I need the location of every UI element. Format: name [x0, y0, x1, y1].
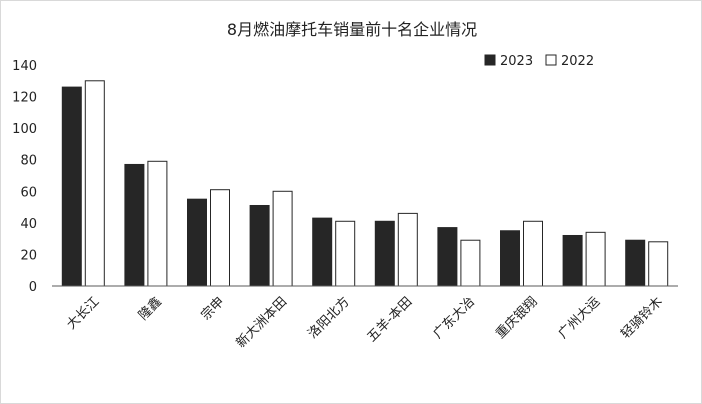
legend-label-2022: 2022 [561, 54, 594, 69]
y-tick-label: 40 [20, 217, 37, 232]
legend-swatch-2023 [484, 54, 496, 66]
bar-2023-7 [500, 230, 520, 287]
x-tick-label: 隆鑫 [135, 294, 165, 324]
y-axis: 0 20 40 60 80 100 120 140 [12, 59, 37, 295]
y-tick-label: 120 [12, 91, 37, 106]
y-tick-label: 80 [20, 154, 37, 169]
y-tick-label: 0 [29, 280, 37, 295]
legend: 2023 2022 [484, 54, 594, 69]
bar-2022-2 [210, 189, 230, 287]
bars [61, 80, 669, 287]
bar-2023-3 [249, 204, 270, 287]
x-tick-label: 轻骑铃木 [618, 294, 665, 341]
x-tick-label: 新大洲本田 [233, 294, 290, 351]
bar-2022-6 [460, 239, 481, 287]
bar-2022-1 [147, 160, 168, 287]
bar-2023-9 [625, 239, 646, 287]
bar-2022-3 [272, 190, 293, 287]
bar-2023-0 [61, 86, 82, 287]
bar-2023-6 [437, 227, 458, 287]
x-tick-label: 广东大冶 [431, 294, 478, 341]
x-tick-label: 广州大运 [556, 294, 603, 341]
x-tick-label: 大长江 [64, 294, 102, 332]
bar-2023-8 [562, 234, 583, 287]
x-tick-label: 五羊-本田 [364, 294, 415, 345]
bar-2022-8 [585, 231, 606, 287]
chart-title: 8月燃油摩托车销量前十名企业情况 [227, 20, 477, 39]
legend-swatch-2022 [545, 54, 557, 66]
bar-2023-1 [124, 163, 145, 287]
bar-2022-0 [84, 80, 105, 287]
y-tick-label: 60 [20, 185, 37, 200]
legend-label-2023: 2023 [500, 54, 533, 69]
bar-2022-9 [648, 241, 669, 287]
bar-2023-5 [374, 220, 395, 287]
y-tick-label: 20 [20, 248, 37, 263]
bar-2023-2 [187, 198, 207, 287]
bar-2023-4 [312, 217, 333, 287]
x-tick-label: 洛阳北方 [305, 294, 353, 342]
y-tick-label: 100 [12, 122, 37, 137]
x-tick-label: 宗申 [198, 294, 228, 324]
bar-2022-5 [397, 212, 418, 287]
x-axis: 大长江 隆鑫 宗申 新大洲本田 洛阳北方 五羊-本田 广东大冶 重庆银翔 广州大运 轻骑铃木 [64, 294, 666, 351]
bar-2022-4 [335, 220, 356, 287]
bar-2022-7 [523, 220, 543, 287]
x-tick-label: 重庆银翔 [492, 294, 540, 342]
y-tick-label: 140 [12, 59, 37, 74]
